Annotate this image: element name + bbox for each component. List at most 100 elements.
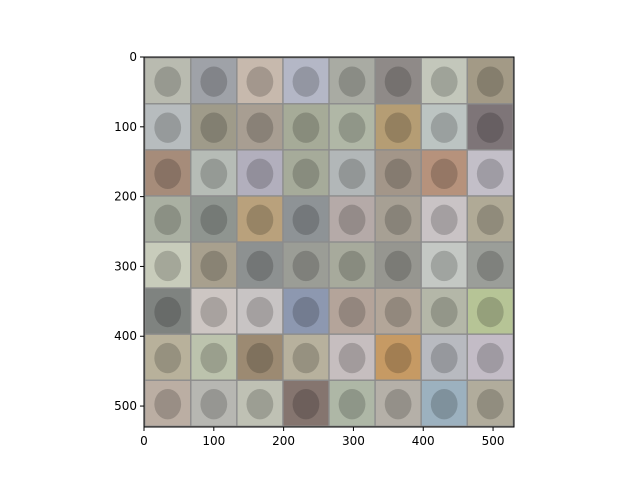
image-tile (421, 334, 467, 380)
image-tile-subject (292, 204, 320, 236)
image-tile-subject (246, 112, 274, 143)
image-tile (237, 58, 283, 104)
image-tile-subject (292, 112, 320, 143)
image-tile-subject (430, 112, 458, 143)
image-tile-subject (154, 112, 182, 143)
image-tile-subject (338, 388, 366, 420)
image-tile-subject (200, 112, 228, 143)
image-tile (191, 150, 237, 196)
image-tile (329, 58, 375, 104)
image-tile (375, 334, 421, 380)
image-tile (237, 104, 283, 150)
image-tile (145, 242, 191, 288)
image-tile (421, 288, 467, 334)
image-tile (329, 150, 375, 196)
image-tile (421, 150, 467, 196)
image-tile (191, 288, 237, 334)
x-tick-label: 100 (202, 434, 225, 448)
image-tile (467, 104, 513, 150)
image-tile-subject (384, 158, 412, 189)
image-tile (375, 104, 421, 150)
image-tile (145, 288, 191, 334)
image-tile (237, 196, 283, 242)
image-tile (375, 242, 421, 288)
image-tile-subject (154, 250, 182, 282)
image-tile (191, 242, 237, 288)
x-tick-label: 0 (140, 434, 148, 448)
image-tile-subject (338, 66, 366, 97)
y-tick-label: 0 (129, 50, 137, 64)
image-tile (283, 150, 329, 196)
image-tile-subject (200, 158, 228, 189)
image-tile (375, 196, 421, 242)
image-tile (191, 104, 237, 150)
image-tile-subject (246, 388, 274, 420)
image-tile (145, 334, 191, 380)
image-tile (329, 104, 375, 150)
image-tile (375, 288, 421, 334)
image-tile (283, 380, 329, 426)
image-tile-subject (200, 342, 228, 374)
image-tile (237, 242, 283, 288)
image-grid (144, 57, 514, 427)
image-tile-subject (200, 66, 228, 97)
image-tile-subject (430, 204, 458, 236)
image-tile-subject (384, 204, 412, 236)
image-tile (191, 58, 237, 104)
image-tile-subject (384, 66, 412, 97)
image-tile-subject (292, 388, 320, 420)
image-tile (375, 58, 421, 104)
image-tile-subject (338, 158, 366, 189)
image-tile (283, 104, 329, 150)
axes-frame (143, 56, 515, 428)
image-tile-subject (476, 158, 504, 189)
image-tile (329, 242, 375, 288)
image-tile (145, 380, 191, 426)
image-tile (191, 380, 237, 426)
image-tile-subject (246, 250, 274, 282)
axis-ticks: 0 100 200 300 400 500 0 100 200 300 400 500 (114, 50, 504, 448)
image-tile-subject (246, 296, 274, 328)
image-tile (283, 58, 329, 104)
image-tile (467, 196, 513, 242)
image-tile-subject (154, 296, 182, 328)
image-tile (467, 288, 513, 334)
image-tile-subject (476, 112, 504, 143)
image-tile (467, 58, 513, 104)
image-tile-subject (200, 388, 228, 420)
image-tile-subject (246, 204, 274, 236)
image-tile-subject (476, 250, 504, 282)
x-tick-label: 400 (412, 434, 435, 448)
image-tile-subject (338, 296, 366, 328)
image-tile (421, 380, 467, 426)
image-tile (467, 242, 513, 288)
image-tile-subject (200, 204, 228, 236)
image-tile (145, 150, 191, 196)
image-tile-subject (384, 342, 412, 374)
image-tile-subject (476, 296, 504, 328)
image-tile-subject (154, 204, 182, 236)
image-tile (329, 196, 375, 242)
image-tile-subject (154, 158, 182, 189)
image-tile-subject (476, 342, 504, 374)
image-tile-subject (292, 66, 320, 97)
image-tile (283, 196, 329, 242)
image-tile-subject (384, 388, 412, 420)
image-tile (375, 150, 421, 196)
image-tile-subject (200, 250, 228, 282)
image-tile-subject (430, 342, 458, 374)
image-tile-subject (154, 388, 182, 420)
x-tick-label: 500 (482, 434, 505, 448)
image-tile-subject (338, 342, 366, 374)
image-tile-subject (338, 250, 366, 282)
image-tile-subject (292, 158, 320, 189)
image-tile (329, 380, 375, 426)
image-tile (375, 380, 421, 426)
image-tile-subject (384, 296, 412, 328)
image-tile (237, 334, 283, 380)
image-tile-subject (246, 342, 274, 374)
image-tile (283, 288, 329, 334)
y-tick-label: 400 (114, 329, 137, 343)
image-tile-subject (430, 296, 458, 328)
